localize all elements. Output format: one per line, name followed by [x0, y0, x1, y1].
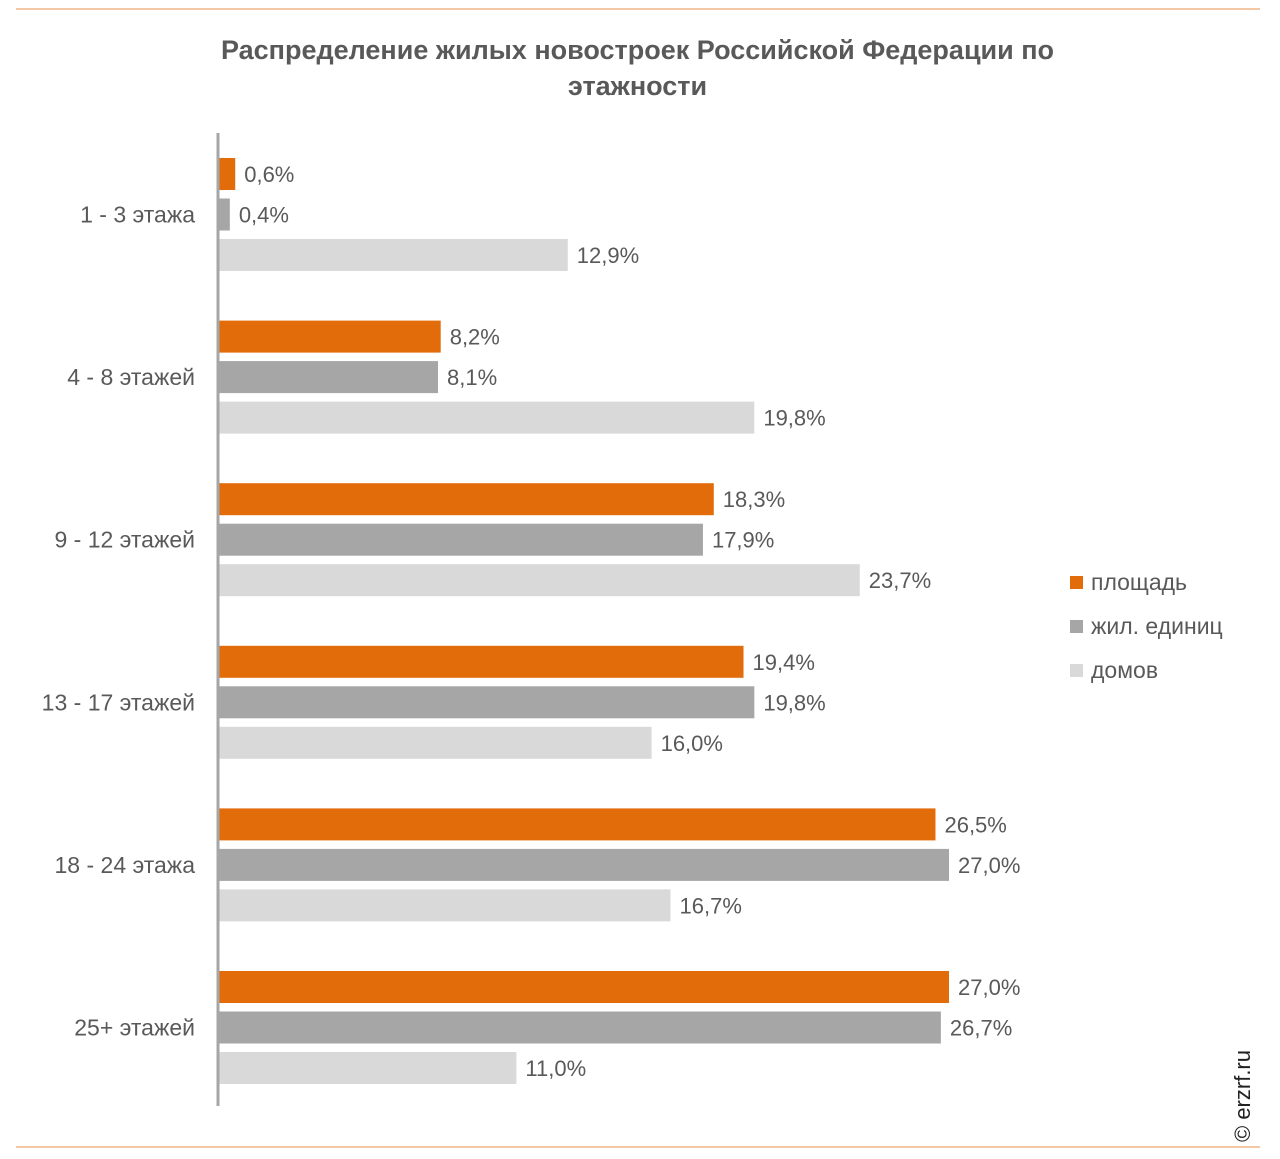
data-label-units-5: 26,7% [950, 1016, 1012, 1041]
legend: площадь жил. единиц домов [1070, 560, 1223, 692]
category-label-4: 18 - 24 этажа [55, 852, 196, 878]
legend-label-houses: домов [1091, 656, 1159, 683]
category-label-5: 25+ этажей [74, 1015, 195, 1041]
data-label-units-0: 0,4% [239, 203, 289, 228]
category-label-1: 4 - 8 этажей [67, 364, 195, 390]
bar-houses-2 [219, 564, 860, 597]
legend-swatch-area [1070, 575, 1083, 589]
bar-area-3 [219, 645, 744, 678]
data-label-area-1: 8,2% [450, 325, 500, 350]
data-label-area-3: 19,4% [753, 650, 815, 675]
bar-area-0 [219, 158, 236, 190]
data-label-houses-4: 16,7% [680, 893, 742, 918]
data-label-units-3: 19,8% [763, 690, 825, 715]
data-label-area-5: 27,0% [958, 975, 1020, 1000]
bar-units-1 [219, 361, 438, 394]
data-label-houses-1: 19,8% [763, 406, 825, 431]
category-label-2: 9 - 12 этажей [54, 527, 195, 553]
legend-swatch-units [1070, 619, 1083, 633]
watermark: © erzrf.ru [1230, 1050, 1255, 1142]
bar-units-0 [219, 198, 230, 231]
bar-houses-0 [219, 239, 568, 271]
bar-area-5 [219, 971, 949, 1003]
bar-units-5 [219, 1011, 941, 1044]
data-label-units-1: 8,1% [447, 365, 497, 390]
top-rule [16, 8, 1260, 10]
data-label-units-4: 27,0% [958, 853, 1020, 878]
legend-label-area: площадь [1091, 568, 1188, 595]
data-label-area-4: 26,5% [944, 812, 1006, 837]
category-label-0: 1 - 3 этажа [80, 202, 195, 228]
data-label-houses-3: 16,0% [661, 731, 723, 756]
legend-swatch-houses [1070, 663, 1083, 677]
bar-houses-1 [219, 401, 755, 434]
bar-houses-3 [219, 726, 652, 759]
chart-title: Распределение жилых новостроек Российско… [220, 35, 1055, 101]
legend-item-houses: домов [1070, 648, 1223, 692]
bar-houses-4 [219, 889, 671, 922]
data-label-houses-5: 11,0% [525, 1056, 586, 1081]
bar-area-4 [219, 808, 936, 841]
bar-area-2 [219, 483, 714, 516]
legend-label-units: жил. единиц [1091, 612, 1223, 639]
bar-units-2 [219, 523, 703, 556]
bar-houses-5 [219, 1052, 517, 1084]
data-label-area-0: 0,6% [244, 162, 294, 187]
data-label-houses-2: 23,7% [869, 568, 931, 593]
data-label-houses-0: 12,9% [577, 243, 639, 268]
category-label-3: 13 - 17 этажей [42, 689, 195, 715]
bar-units-4 [219, 848, 949, 881]
bar-area-1 [219, 320, 441, 353]
legend-item-units: жил. единиц [1070, 604, 1223, 648]
data-label-area-2: 18,3% [723, 487, 785, 512]
legend-item-area: площадь [1070, 560, 1223, 604]
data-label-units-2: 17,9% [712, 528, 774, 553]
bottom-rule [16, 1146, 1260, 1148]
bar-units-3 [219, 686, 755, 719]
